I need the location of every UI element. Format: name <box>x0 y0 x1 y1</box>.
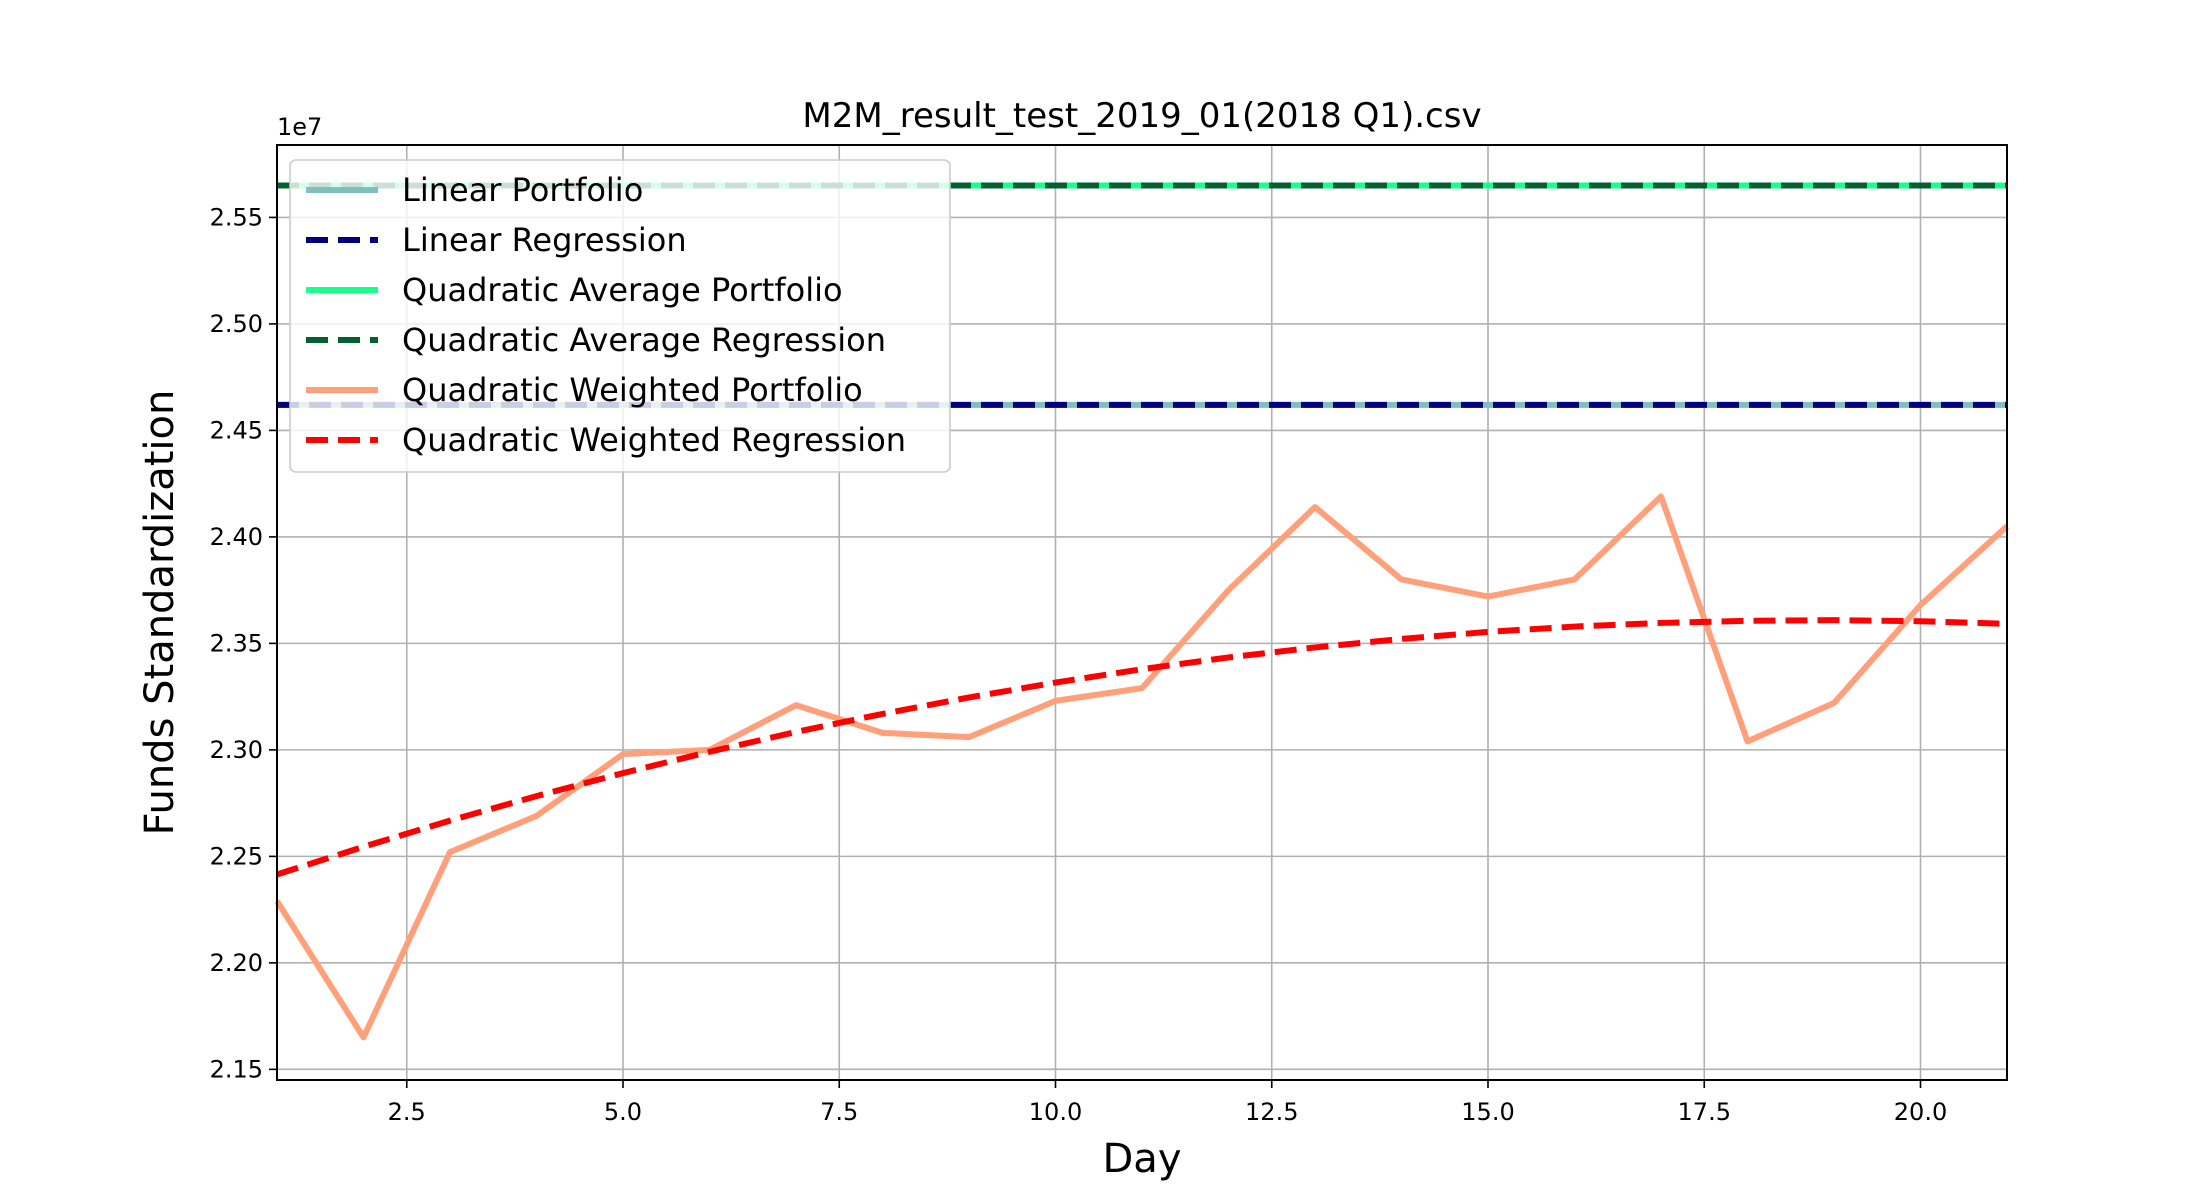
x-tick-label: 10.0 <box>1029 1098 1082 1126</box>
legend-label: Quadratic Weighted Portfolio <box>402 371 863 409</box>
legend: Linear Portfolio Linear Regression Quadrat… <box>289 159 951 473</box>
y-tick-label: 2.55 <box>210 203 263 231</box>
x-tick-label: 12.5 <box>1245 1098 1298 1126</box>
series-line-quadratic-weighted-portfolio <box>274 493 2010 1041</box>
x-tick-label: 15.0 <box>1461 1098 1514 1126</box>
x-axis-label: Day <box>1103 1136 1182 1182</box>
axis-ticks: 2.5 5.0 7.5 10.0 12.5 15.0 17.5 20.0 2.15 2.20 2.2… <box>210 203 1948 1126</box>
y-tick-label: 2.45 <box>210 416 263 444</box>
series-line-quadratic-weighted-regression <box>276 617 2008 878</box>
y-offset-label: 1e7 <box>277 113 322 141</box>
y-tick-label: 2.50 <box>210 310 263 338</box>
legend-box <box>289 159 951 473</box>
legend-label: Quadratic Average Regression <box>402 321 886 359</box>
legend-label: Linear Portfolio <box>402 171 643 209</box>
y-tick-label: 2.20 <box>210 949 263 977</box>
legend-label: Quadratic Weighted Regression <box>402 421 906 459</box>
y-tick-label: 2.15 <box>210 1055 263 1083</box>
x-tick-label: 2.5 <box>388 1098 426 1126</box>
x-tick-label: 20.0 <box>1894 1098 1947 1126</box>
y-tick-label: 2.35 <box>210 629 263 657</box>
legend-label: Linear Regression <box>402 221 687 259</box>
x-tick-label: 5.0 <box>604 1098 642 1126</box>
legend-label: Quadratic Average Portfolio <box>402 271 843 309</box>
y-tick-label: 2.30 <box>210 736 263 764</box>
y-tick-label: 2.40 <box>210 523 263 551</box>
plot-frame <box>276 144 2008 1081</box>
x-tick-label: 17.5 <box>1678 1098 1731 1126</box>
x-tick-label: 7.5 <box>820 1098 858 1126</box>
y-axis-label: Funds Standardization <box>137 390 183 836</box>
grid <box>277 145 2007 1080</box>
y-tick-label: 2.25 <box>210 842 263 870</box>
chart-title: M2M_result_test_2019_01(2018 Q1).csv <box>802 96 1481 136</box>
